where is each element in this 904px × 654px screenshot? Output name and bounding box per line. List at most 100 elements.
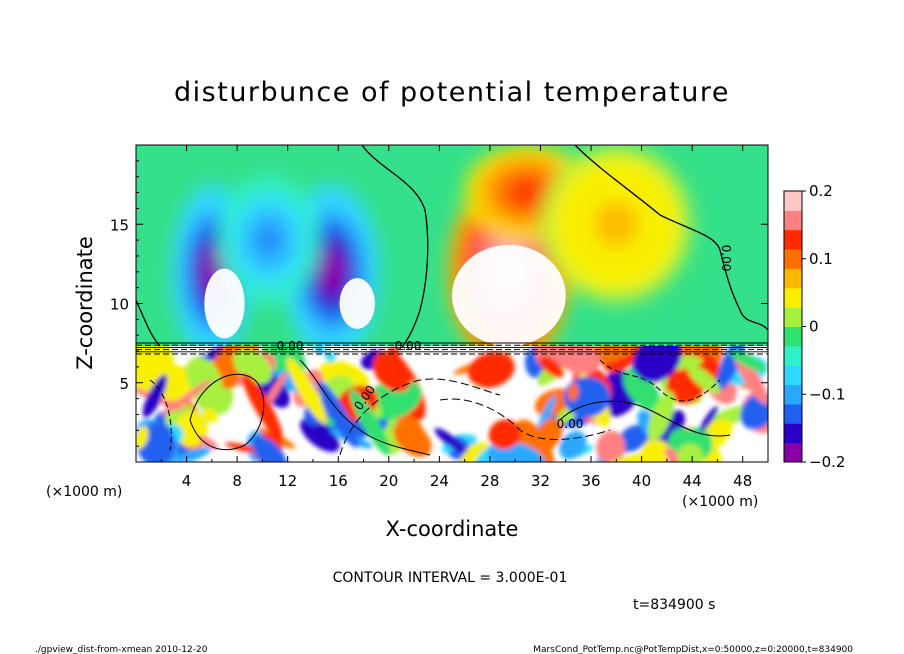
field-blob	[518, 185, 537, 200]
saturated-core	[452, 244, 566, 347]
x-tick-label: 4	[182, 472, 192, 490]
saturated-core	[204, 268, 245, 339]
field-blob	[605, 212, 628, 236]
x-tick-label: 36	[581, 472, 600, 490]
contour-label: 0.00	[557, 417, 584, 431]
saturated-core	[339, 278, 375, 329]
y-axis-ticks: 5 10 15	[110, 160, 768, 447]
turbulent-feature	[715, 346, 746, 392]
x-tick-label: 32	[531, 472, 550, 490]
colorbar-tick-label: 0.2	[809, 182, 833, 200]
x-tick-label: 8	[232, 472, 242, 490]
turbulent-feature	[699, 406, 719, 433]
upper-field	[171, 145, 693, 348]
turbulent-feature	[161, 379, 213, 416]
colorbar-swatch	[784, 307, 802, 327]
x-tick-label: 40	[632, 472, 651, 490]
contour-line	[439, 398, 611, 440]
colorbar-tick-label: −0.2	[809, 453, 845, 471]
contour-line	[339, 378, 501, 456]
colorbar-swatch	[784, 249, 802, 269]
x-axis-ticks: 4 8 12 16 20 24 28 32 36 40 44 48	[160, 145, 752, 490]
contour-interval: CONTOUR INTERVAL = 3.000E-01	[333, 570, 568, 586]
colorbar-swatch	[784, 365, 802, 386]
x-tick-label: 20	[379, 472, 398, 490]
contour-line	[574, 145, 768, 331]
x-unit-left: (×1000 m)	[46, 484, 122, 500]
turbulent-feature	[197, 435, 219, 450]
turbulent-feature	[487, 441, 546, 462]
turbulent-feature	[136, 426, 149, 449]
field-blob	[261, 231, 276, 250]
contour-line	[189, 373, 265, 451]
turbulent-feature	[434, 428, 467, 454]
x-tick-label: 16	[329, 472, 348, 490]
contour-label: 0.00	[719, 245, 733, 272]
contour-label: 0.00	[277, 339, 304, 353]
turbulent-feature	[559, 431, 587, 460]
colorbar-tick-label: 0	[809, 318, 819, 336]
contour-label: 0.00	[395, 339, 422, 353]
colorbar-tick-label: −0.1	[809, 385, 845, 403]
turbulent-feature	[300, 418, 340, 453]
contour-line	[559, 400, 731, 437]
colorbar-swatch	[784, 423, 802, 444]
x-tick-label: 12	[278, 472, 297, 490]
turbulent-feature	[567, 383, 579, 401]
colorbar-swatch	[784, 287, 802, 308]
turbulent-feature	[173, 447, 211, 462]
y-tick-label: 10	[110, 296, 129, 314]
turbulent-feature	[252, 436, 288, 462]
turbulent-plume	[242, 373, 283, 440]
y-tick-label: 5	[119, 375, 129, 393]
contour-line	[361, 145, 429, 349]
x-tick-label: 24	[430, 472, 449, 490]
contour-line	[599, 359, 721, 402]
chart-title: disturbunce of potential temperature	[174, 77, 730, 108]
contour-line	[299, 359, 431, 456]
turbulent-feature	[594, 346, 640, 365]
x-tick-label: 28	[480, 472, 499, 490]
contour-lines: 0.00 0.000.000.000.00	[136, 145, 768, 456]
y-tick-label: 15	[110, 216, 129, 234]
turbulent-feature	[488, 419, 521, 450]
footer-right: MarsCond_PotTemp.nc@PotTempDist,x=0:5000…	[533, 645, 853, 654]
colorbar: 0.2 0.1 0 −0.1 −0.2	[783, 182, 845, 471]
colorbar-swatch	[784, 268, 802, 289]
x-unit-right: (×1000 m)	[682, 494, 758, 510]
colorbar-swatch	[784, 345, 802, 366]
turbulent-feature	[623, 368, 661, 411]
colorbar-swatch	[784, 384, 802, 405]
turbulent-feature	[202, 408, 218, 424]
lower-field	[136, 346, 768, 462]
colorbar-swatch	[784, 403, 802, 424]
colorbar-swatch	[784, 442, 802, 463]
turbulent-feature	[616, 424, 651, 453]
colorbar-tick-label: 0.1	[809, 250, 833, 268]
turbulent-feature	[639, 439, 670, 462]
y-axis-label: Z-coordinate	[73, 236, 97, 370]
x-tick-label: 44	[683, 472, 702, 490]
turbulent-feature	[633, 346, 682, 383]
colorbar-swatch	[784, 326, 802, 347]
turbulent-feature	[677, 443, 703, 462]
time-label: t=834900 s	[633, 597, 715, 613]
turbulent-feature	[389, 346, 403, 385]
turbulent-feature	[729, 349, 767, 373]
turbulent-feature	[262, 371, 288, 411]
turbulent-feature	[596, 430, 626, 462]
turbulent-feature	[468, 352, 515, 388]
colorbar-swatch	[784, 210, 802, 231]
turbulent-plume	[349, 389, 391, 456]
turbulent-feature	[539, 356, 564, 378]
colorbar-swatch	[784, 229, 802, 250]
footer-left: ./gpview_dist-from-xmean 2010-12-20	[35, 645, 208, 654]
turbulent-feature	[664, 447, 689, 462]
turbulent-feature	[687, 365, 721, 394]
turbulent-plume	[286, 357, 327, 424]
colorbar-swatch	[784, 191, 802, 211]
contour-line	[149, 379, 172, 451]
plot-area: 0.00 0.000.000.000.00	[135, 144, 769, 463]
turbulent-feature	[314, 346, 326, 355]
